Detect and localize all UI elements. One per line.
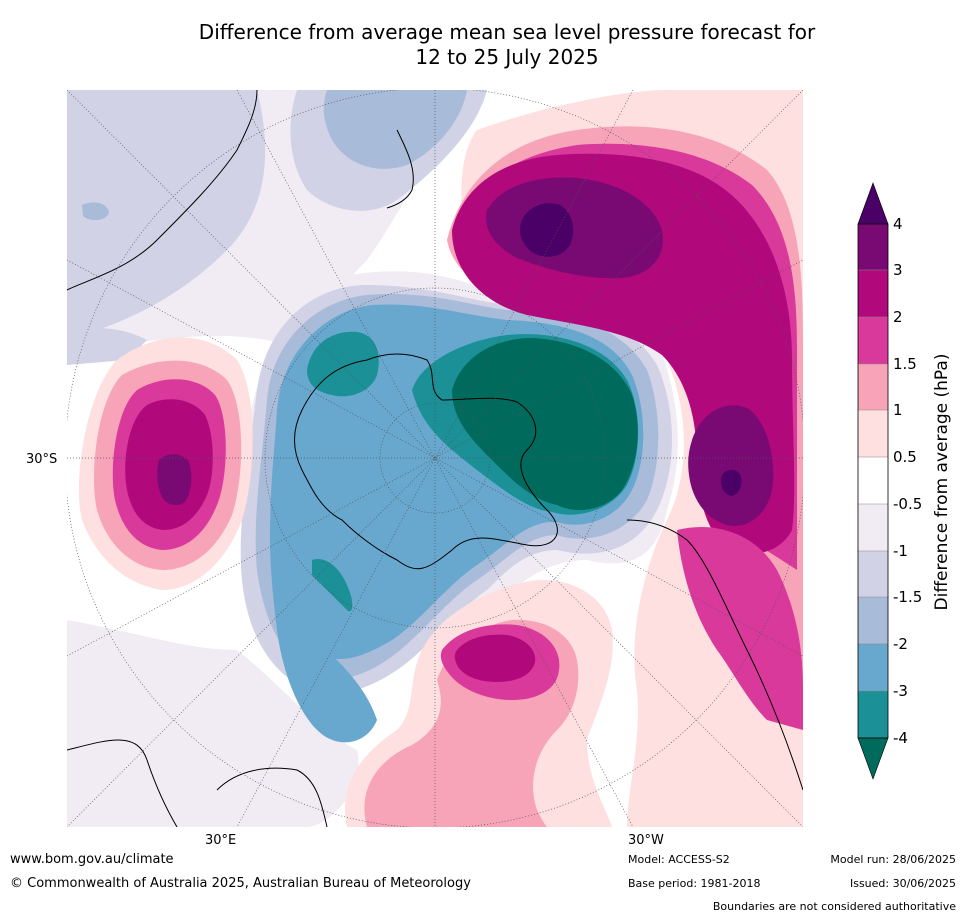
footer-base-period: Base period: 1981-2018	[628, 877, 761, 890]
title-line-2: 12 to 25 July 2025	[415, 45, 599, 69]
longitude-label-30w: 30°W	[628, 833, 664, 848]
chart-title: Difference from average mean sea level p…	[0, 20, 965, 70]
footer-copyright: © Commonwealth of Australia 2025, Austra…	[10, 876, 471, 891]
legend-swatch-1-to-1-5	[858, 364, 888, 410]
legend-tick: -1.5	[893, 588, 923, 606]
south-america-coastline	[626, 519, 803, 791]
africa-coastline	[67, 739, 178, 827]
legend-title: Difference from average (hPa)	[932, 353, 952, 611]
legend-tick: 0.5	[893, 448, 917, 466]
legend-swatch-0-5-to-1	[858, 410, 888, 457]
legend-tick: 1.5	[893, 355, 917, 373]
legend-tick: -3	[893, 682, 908, 700]
anomaly-region-pos-3-west	[157, 454, 192, 506]
legend-swatch-m1-5-to-m1	[858, 551, 888, 597]
anomaly-region-pos-3-east-upper	[486, 177, 663, 279]
footer-url[interactable]: www.bom.gov.au/climate	[10, 852, 174, 867]
meridian-line	[67, 259, 803, 657]
legend-tick: -0.5	[893, 495, 923, 513]
anomaly-region-neg-3-lower	[312, 559, 353, 612]
legend-swatch-neutral	[858, 457, 888, 504]
legend-tick: -1	[893, 542, 908, 560]
legend-tick: 2	[893, 308, 903, 326]
anomaly-region-neg-3-upper	[307, 331, 379, 397]
new-zealand-coastline	[386, 129, 414, 209]
anomaly-region-pos-4-east-upper	[520, 203, 574, 257]
anomaly-region-pos-2-south	[454, 634, 536, 682]
footer-model: Model: ACCESS-S2	[628, 853, 730, 866]
pressure-anomaly-map	[67, 90, 803, 827]
legend-colorbar	[857, 182, 889, 780]
legend-swatch-2-to-3	[858, 270, 888, 317]
legend-tick: 3	[893, 261, 903, 279]
legend-swatch-m2-to-m1-5	[858, 597, 888, 644]
legend-tick: 1	[893, 401, 903, 419]
legend-swatch-m1-to-m0-5	[858, 504, 888, 551]
legend-tick: 4	[893, 215, 903, 233]
graticule	[67, 90, 803, 827]
anomaly-region-neg-1-5	[323, 90, 467, 169]
legend-swatch-m3-to-m2	[858, 644, 888, 691]
anomaly-region-neg-2	[82, 202, 109, 221]
legend-swatch-above-4	[857, 182, 889, 225]
anomaly-region-pos-4-east-lower	[721, 469, 742, 496]
legend-swatch-below-m4	[857, 737, 889, 780]
antarctica-coastline	[294, 353, 558, 570]
anomaly-region-pos-1-5-south-east	[677, 526, 803, 730]
anomaly-region-neg-4-central	[452, 338, 638, 510]
australia-coastline	[67, 90, 258, 291]
anomaly-region-pos-3-east-lower	[688, 405, 774, 526]
coastlines	[67, 90, 803, 827]
title-line-1: Difference from average mean sea level p…	[198, 20, 816, 44]
anomaly-region-neg-light	[67, 620, 359, 827]
legend-swatch-3-to-4	[858, 224, 888, 270]
footer-issued: Issued: 30/06/2025	[849, 877, 956, 890]
footer-boundaries-note: Boundaries are not considered authoritat…	[712, 900, 956, 913]
meridian-line	[67, 90, 803, 827]
anomaly-region-neg-1	[67, 90, 266, 340]
legend-swatch-1-5-to-2	[858, 317, 888, 364]
legend-tick: -2	[893, 635, 908, 653]
latitude-label-30s: 30°S	[26, 452, 58, 467]
meridian-line	[67, 90, 803, 827]
footer-model-run: Model run: 28/06/2025	[830, 853, 956, 866]
anomaly-region-neg-2-left	[269, 497, 377, 743]
madagascar-coastline	[216, 767, 328, 827]
legend-tick: -4	[893, 729, 908, 747]
legend-swatch-m4-to-m3	[858, 691, 888, 738]
longitude-label-30e: 30°E	[205, 833, 237, 848]
